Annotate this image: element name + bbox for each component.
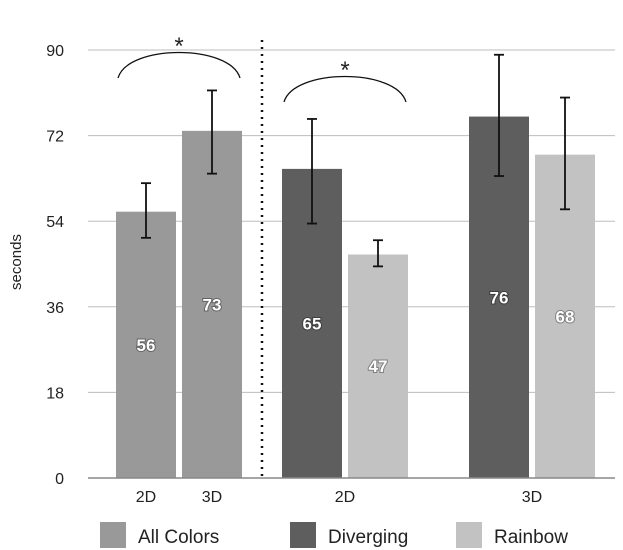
- legend-item-rainbow: Rainbow: [456, 522, 568, 548]
- y-tick-label: 18: [46, 385, 64, 402]
- x-tick-label: 2D: [136, 489, 156, 506]
- legend-label: All Colors: [138, 527, 219, 548]
- significance-bracket: *: [283, 57, 407, 103]
- x-axis-tick-labels: 2D 3D 2D 3D: [136, 489, 542, 506]
- significance-arc: [283, 75, 407, 103]
- significance-star: *: [340, 57, 349, 84]
- significance-arc: [117, 51, 241, 79]
- error-bar: [141, 182, 151, 239]
- legend: All Colors Diverging Rainbow: [100, 522, 568, 548]
- bar-rainbow-2d: [348, 254, 408, 478]
- error-bar: [560, 96, 570, 211]
- bar-value-label: 76: [490, 288, 509, 307]
- error-bar: [307, 118, 317, 225]
- y-tick-label: 0: [55, 471, 64, 488]
- y-tick-label: 90: [46, 43, 64, 60]
- legend-label: Diverging: [328, 527, 408, 548]
- bars: [116, 116, 595, 479]
- legend-label: Rainbow: [494, 527, 568, 548]
- x-tick-label: 2D: [335, 489, 355, 506]
- bar-value-label: 56: [137, 336, 156, 355]
- bar-value-label: 73: [203, 295, 222, 314]
- bar-value-label: 47: [369, 357, 388, 376]
- bar-value-labels: 56 73 65 47 76 68: [136, 287, 576, 377]
- legend-swatch: [290, 522, 316, 548]
- legend-swatch: [100, 522, 126, 548]
- bar-value-label: 65: [303, 314, 322, 333]
- x-tick-label: 3D: [522, 489, 542, 506]
- significance-bracket: *: [117, 33, 241, 79]
- bar-all-colors-2d: [116, 211, 176, 478]
- bar-all-colors-3d: [182, 130, 242, 478]
- error-bars: [141, 53, 570, 268]
- significance-star: *: [174, 33, 183, 60]
- y-axis-title: seconds: [8, 234, 25, 290]
- significance-annotations: **: [117, 33, 407, 103]
- y-axis-ticks: 0 18 36 54 72 90: [46, 43, 64, 488]
- x-tick-label: 3D: [202, 489, 222, 506]
- legend-item-diverging: Diverging: [290, 522, 408, 548]
- y-tick-label: 36: [46, 300, 64, 317]
- error-bar: [207, 89, 217, 175]
- legend-item-all-colors: All Colors: [100, 522, 219, 548]
- error-bar: [373, 239, 383, 268]
- bar-value-label: 68: [556, 307, 575, 326]
- legend-swatch: [456, 522, 482, 548]
- error-bar: [494, 53, 504, 177]
- y-tick-label: 72: [46, 129, 64, 146]
- y-tick-label: 54: [46, 214, 64, 231]
